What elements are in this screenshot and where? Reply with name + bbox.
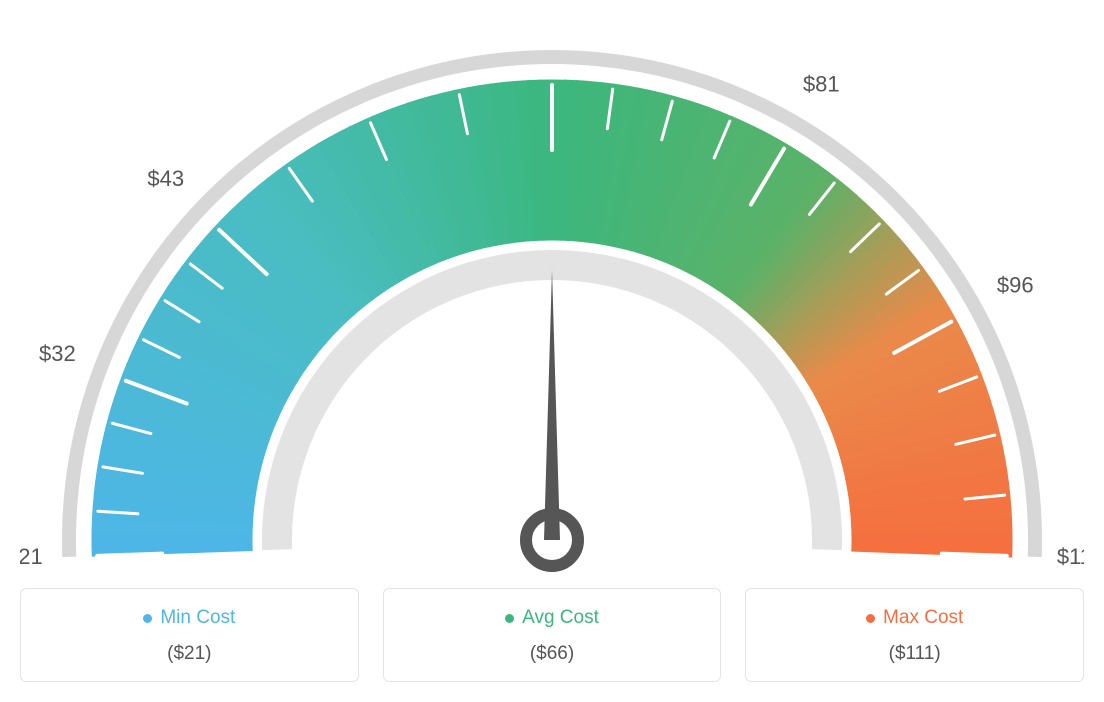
legend-label-avg: Avg Cost xyxy=(522,607,599,629)
legend-card-min: Min Cost ($21) xyxy=(20,588,359,682)
gauge-tick-label: $21 xyxy=(20,544,43,569)
legend-label-min: Min Cost xyxy=(160,607,235,629)
gauge-tick-label: $32 xyxy=(39,341,76,366)
gauge-svg-container: $21 $32 $43 $66 $81 $96 $111 xyxy=(20,20,1084,580)
legend-title-avg: Avg Cost xyxy=(505,607,599,629)
legend-value-min: ($21) xyxy=(31,643,348,665)
legend-title-max: Max Cost xyxy=(866,607,963,629)
legend-row: Min Cost ($21) Avg Cost ($66) Max Cost (… xyxy=(20,588,1084,682)
gauge-tick-label: $96 xyxy=(997,273,1034,298)
legend-dot-max xyxy=(866,614,875,623)
gauge-tick-label: $66 xyxy=(534,20,571,23)
legend-card-avg: Avg Cost ($66) xyxy=(383,588,722,682)
legend-value-max: ($111) xyxy=(756,643,1073,665)
legend-label-max: Max Cost xyxy=(883,607,963,629)
legend-dot-min xyxy=(143,614,152,623)
gauge-svg: $21 $32 $43 $66 $81 $96 $111 xyxy=(20,20,1084,580)
cost-gauge-chart: $21 $32 $43 $66 $81 $96 $111 Min Cost ($21) Av… xyxy=(20,20,1084,682)
gauge-tick-label: $111 xyxy=(1057,544,1084,569)
gauge-tick-label: $43 xyxy=(147,166,184,191)
legend-card-max: Max Cost ($111) xyxy=(745,588,1084,682)
legend-value-avg: ($66) xyxy=(394,643,711,665)
gauge-tick-label: $81 xyxy=(803,72,840,97)
legend-title-min: Min Cost xyxy=(143,607,235,629)
legend-dot-avg xyxy=(505,614,514,623)
gauge-needle xyxy=(544,270,560,540)
